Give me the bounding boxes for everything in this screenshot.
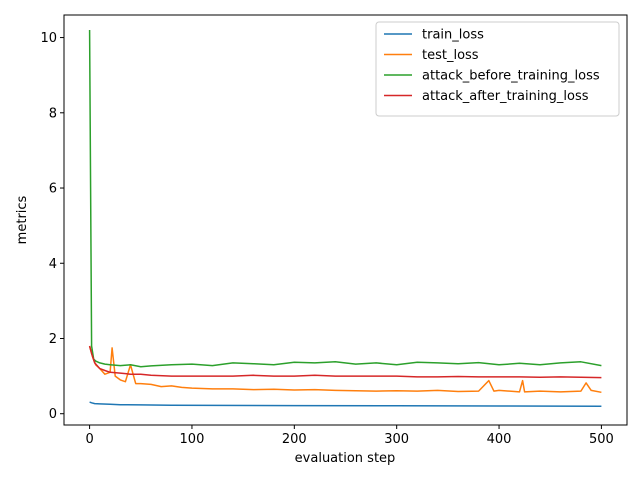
- plot-frame: [63, 14, 628, 426]
- x-tick-label: 200: [282, 432, 307, 447]
- x-tick-label: 300: [384, 432, 409, 447]
- y-tick-label: 2: [49, 332, 57, 347]
- y-tick-label: 6: [49, 182, 57, 197]
- x-tick-label: 100: [180, 432, 205, 447]
- legend: train_loss test_loss attack_before_trainin…: [375, 21, 620, 117]
- series-lines: [88, 29, 602, 407]
- y-tick-label: 10: [40, 31, 57, 46]
- y-tick-label: 0: [49, 407, 57, 422]
- legend-entry: test_loss: [422, 48, 479, 63]
- x-axis-ticks: 0 100 200 300 400 500: [85, 425, 614, 447]
- legend-entry: attack_after_training_loss: [422, 89, 589, 104]
- legend-box: [375, 21, 620, 117]
- y-tick-label: 8: [49, 106, 57, 121]
- x-tick-label: 400: [487, 432, 512, 447]
- y-axis-label: metrics: [15, 195, 30, 244]
- x-axis-label: evaluation step: [295, 451, 396, 466]
- series-line-test_loss: [88, 345, 602, 394]
- y-tick-label: 4: [49, 257, 57, 272]
- legend-entry: attack_before_training_loss: [422, 69, 600, 84]
- x-tick-label: 0: [85, 432, 93, 447]
- series-line-train_loss: [89, 401, 602, 407]
- y-axis-ticks: 0 2 4 6 8 10: [40, 31, 64, 422]
- x-tick-label: 500: [589, 432, 614, 447]
- series-line-attack_before_training_loss: [88, 29, 602, 368]
- series-line-attack_after_training_loss: [88, 345, 602, 379]
- legend-entry: train_loss: [422, 28, 484, 43]
